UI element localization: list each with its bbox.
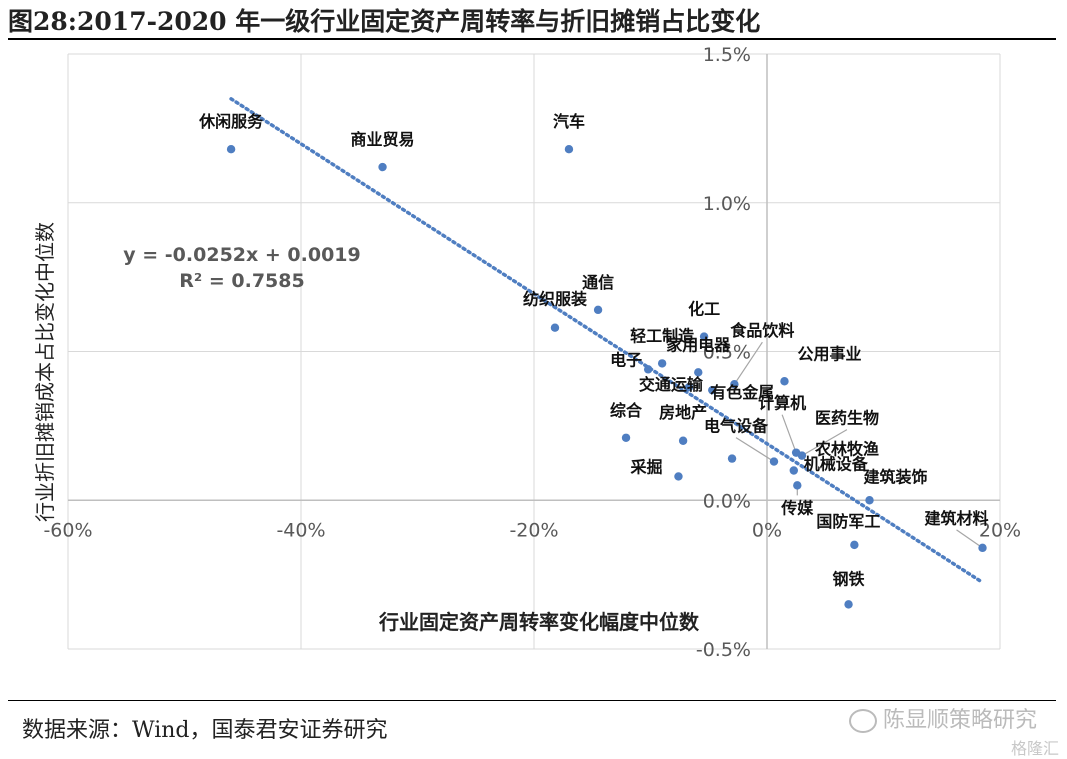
leader-line bbox=[801, 429, 848, 457]
data-label: 电气设备 bbox=[704, 417, 769, 436]
y-tick-label: 1.5% bbox=[703, 44, 751, 66]
data-label: 轻工制造 bbox=[630, 326, 695, 345]
y-tick-label: 0.0% bbox=[703, 490, 751, 512]
data-label: 采掘 bbox=[629, 457, 662, 476]
x-tick-label: 20% bbox=[979, 519, 1021, 541]
data-label: 国防军工 bbox=[816, 512, 880, 531]
data-point bbox=[844, 600, 853, 609]
data-label: 医药生物 bbox=[815, 409, 879, 428]
data-point bbox=[727, 454, 737, 463]
watermark: 陈显顺策略研究 bbox=[848, 702, 1037, 734]
trend-r-squared: R² = 0.7585 bbox=[179, 270, 304, 292]
leader-line bbox=[735, 437, 775, 463]
x-axis-label: 行业固定资产周转率变化幅度中位数 bbox=[378, 610, 700, 634]
data-point bbox=[780, 377, 789, 386]
data-label: 公用事业 bbox=[797, 344, 861, 363]
leader-line bbox=[956, 529, 983, 549]
data-label: 纺织服装 bbox=[523, 290, 587, 309]
source-note: 数据来源：Wind，国泰君安证券研究 bbox=[22, 718, 388, 743]
data-point bbox=[769, 457, 779, 466]
site-logo: 格隆汇 bbox=[1011, 735, 1059, 759]
data-point bbox=[550, 323, 560, 332]
title-rule bbox=[8, 38, 1056, 40]
data-point bbox=[378, 162, 387, 172]
data-point bbox=[797, 451, 807, 460]
data-point bbox=[593, 305, 603, 315]
data-label: 电子 bbox=[610, 350, 642, 369]
data-point bbox=[564, 145, 574, 154]
data-point bbox=[226, 145, 236, 154]
data-point bbox=[657, 359, 667, 368]
leader-lines bbox=[733, 341, 983, 549]
data-point bbox=[621, 433, 631, 442]
leader-line bbox=[781, 414, 797, 453]
data-point bbox=[708, 385, 717, 395]
data-point bbox=[850, 540, 859, 550]
data-point bbox=[699, 332, 709, 341]
data-label: 交通运输 bbox=[639, 375, 704, 394]
data-label: 建筑材料 bbox=[925, 509, 989, 528]
data-point bbox=[678, 436, 688, 445]
data-points bbox=[226, 145, 987, 609]
data-point bbox=[789, 466, 798, 475]
data-label: 建筑装饰 bbox=[864, 467, 928, 486]
x-tick-label: -40% bbox=[276, 519, 325, 541]
scatter-chart: -60% -40% -20% 0% 20% -0.5% 0.0% 0.5% 1.0% 1.5% 休… bbox=[33, 44, 1021, 661]
y-tick-label: -0.5% bbox=[696, 639, 751, 661]
leader-line bbox=[733, 341, 763, 385]
data-label: 综合 bbox=[610, 401, 643, 420]
x-tick-label: -20% bbox=[509, 519, 558, 541]
data-label: 汽车 bbox=[553, 112, 585, 131]
data-label: 钢铁 bbox=[833, 569, 865, 588]
data-label: 商业贸易 bbox=[351, 130, 415, 149]
logo-text: 格隆汇 bbox=[1010, 739, 1059, 758]
data-label: 传媒 bbox=[780, 498, 814, 517]
data-label: 家用电器 bbox=[666, 335, 731, 354]
watermark-text: 陈显顺策略研究 bbox=[882, 708, 1037, 733]
x-tick-label: 0% bbox=[752, 519, 782, 541]
data-label: 农林牧渔 bbox=[814, 440, 879, 459]
data-label: 计算机 bbox=[758, 394, 806, 413]
data-label: 机械设备 bbox=[804, 455, 869, 474]
data-point bbox=[730, 380, 739, 389]
data-label: 有色金属 bbox=[710, 383, 774, 402]
data-point bbox=[865, 496, 874, 505]
x-tick-label: -60% bbox=[43, 519, 92, 541]
data-label: 通信 bbox=[582, 273, 614, 292]
data-point bbox=[684, 383, 694, 392]
axes: -60% -40% -20% 0% 20% -0.5% 0.0% 0.5% 1.0% 1.5% bbox=[43, 44, 1021, 661]
figure-title: 图28:2017-2020 年一级行业固定资产周转率与折旧摊销占比变化 bbox=[8, 7, 761, 36]
data-point bbox=[674, 472, 683, 481]
data-point bbox=[694, 368, 703, 377]
bottom-rule bbox=[8, 700, 1056, 701]
y-tick-label: 1.0% bbox=[703, 193, 751, 215]
data-label: 房地产 bbox=[659, 403, 707, 422]
data-label: 食品饮料 bbox=[729, 321, 794, 340]
data-label: 化工 bbox=[688, 300, 720, 319]
data-point bbox=[643, 365, 653, 374]
data-point bbox=[978, 543, 987, 553]
trend-equation: y = -0.0252x + 0.0019 bbox=[123, 244, 360, 266]
trendline-path bbox=[229, 97, 985, 585]
data-point bbox=[793, 481, 802, 490]
y-axis-label: 行业折旧摊销成本占比变化中位数 bbox=[33, 222, 57, 522]
data-label: 休闲服务 bbox=[198, 112, 264, 131]
y-tick-label: 0.5% bbox=[703, 342, 751, 364]
trendline bbox=[229, 97, 985, 585]
wechat-icon bbox=[848, 709, 877, 733]
